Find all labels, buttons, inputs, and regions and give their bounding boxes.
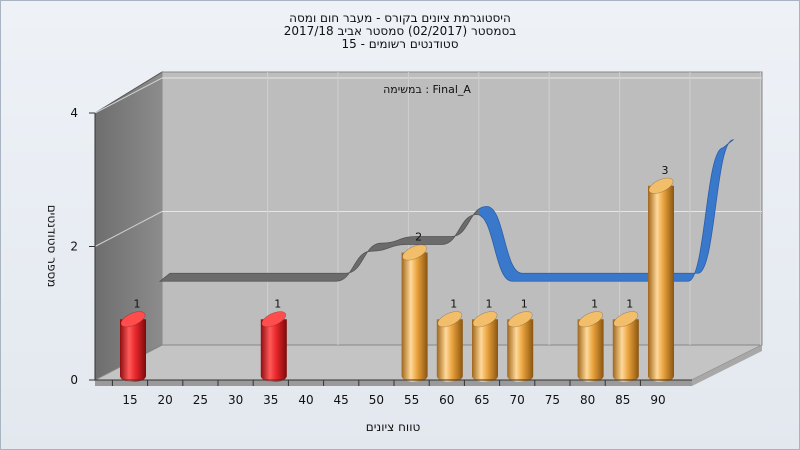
x-tick-label: 80 — [580, 393, 595, 407]
bar-data-label: 1 — [626, 297, 633, 310]
bar-data-label: 1 — [486, 297, 493, 310]
bar-body — [472, 319, 498, 382]
x-tick-label: 90 — [650, 393, 665, 407]
bar-data-label: 1 — [134, 297, 141, 310]
y-tick-label: 2 — [70, 240, 78, 254]
bar-data-label: 1 — [450, 297, 457, 310]
chart-title-line-1: היסטוגרמת ציונים בקורס - מעבר חום ומסה — [289, 11, 511, 25]
bar-body — [120, 319, 146, 382]
bar-top — [578, 311, 603, 328]
curve-segment-front — [478, 139, 735, 282]
x-tick-label: 50 — [369, 393, 384, 407]
bar: 1 — [507, 297, 534, 382]
gridline-left — [94, 211, 163, 247]
bar-body — [612, 319, 639, 382]
bars: 1 1 2 1 1 1 1 1 3 — [120, 164, 674, 382]
bar: 3 — [648, 164, 674, 382]
bar-body — [436, 319, 463, 382]
bar: 1 — [612, 297, 639, 382]
bar-body — [648, 185, 674, 382]
x-tick-label: 85 — [615, 393, 630, 407]
x-axis-label: טווח ציונים — [366, 420, 421, 434]
bar-top — [437, 311, 463, 328]
x-tick-label: 35 — [263, 393, 278, 407]
axes: 0 2 4 15 20 25 30 35 40 45 50 55 60 65 70 75 80 85 90 — [70, 106, 692, 407]
bar: 1 — [577, 297, 604, 382]
x-tick-label: 60 — [439, 393, 454, 407]
bar: 2 — [401, 231, 428, 382]
x-tick-label: 40 — [298, 393, 313, 407]
bar-data-label: 2 — [415, 231, 422, 244]
x-tick-label: 75 — [545, 393, 560, 407]
bar-data-label: 1 — [521, 297, 528, 310]
chart-title-line-3: סטודנטים רשומים - 15 — [341, 37, 459, 51]
bar-body — [507, 319, 534, 382]
y-tick-label: 0 — [70, 373, 78, 387]
y-tick-label: 4 — [70, 106, 78, 120]
bar-body — [577, 319, 604, 382]
gridline-left — [94, 77, 163, 114]
bar-data-label: 1 — [274, 297, 281, 310]
distribution-curve — [158, 139, 735, 282]
x-tick-label: 30 — [228, 393, 243, 407]
bar-top — [648, 177, 674, 194]
floor-right-edge — [692, 345, 762, 386]
chart-title-line-2: בסמסטר (02/2017) סמסטר אביב 2017/18 — [283, 24, 517, 38]
x-tick-label: 20 — [158, 393, 173, 407]
bar: 1 — [260, 297, 287, 382]
x-tick-label: 65 — [474, 393, 489, 407]
bar-top — [402, 244, 427, 261]
x-tick-label: 15 — [122, 393, 137, 407]
bar-data-label: 3 — [662, 164, 669, 177]
bar-body — [260, 319, 287, 382]
bar: 1 — [120, 297, 146, 382]
y-axis-label: מספר סטודנטים — [45, 205, 59, 288]
chart-subtitle: במשימה : Final_A — [383, 83, 471, 96]
x-tick-label: 55 — [404, 393, 419, 407]
bar-top — [472, 311, 498, 328]
bar-top — [120, 311, 146, 328]
x-tick-label: 45 — [334, 393, 349, 407]
bar-top — [613, 311, 639, 328]
x-tick-label: 70 — [510, 393, 525, 407]
bar-top — [507, 311, 533, 328]
bar: 1 — [472, 297, 498, 382]
curve-segment-back — [158, 208, 479, 282]
bar: 1 — [436, 297, 463, 382]
x-tick-label: 25 — [193, 393, 208, 407]
bar-data-label: 1 — [591, 297, 598, 310]
bar-body — [401, 252, 428, 382]
bar-top — [261, 311, 287, 328]
